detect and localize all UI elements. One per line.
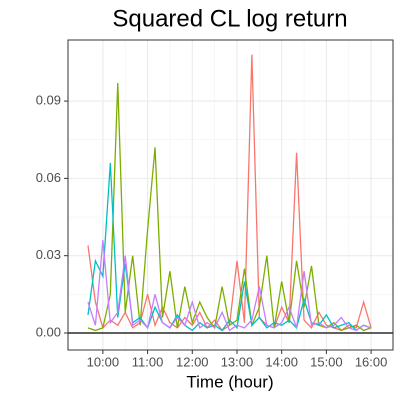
y-tick-label: 0.03: [36, 247, 61, 262]
series-line: [87, 162, 372, 332]
series-line: [87, 240, 372, 332]
panel-border: [67, 39, 394, 351]
x-tick-label: 16:00: [355, 354, 388, 369]
x-axis-label: Time (hour): [186, 372, 273, 391]
y-tick-label: 0.09: [36, 93, 61, 108]
x-tick-label: 14:00: [265, 354, 298, 369]
y-tick-label: 0.00: [36, 324, 61, 339]
series-line: [87, 83, 372, 332]
y-tick-label: 0.06: [36, 170, 61, 185]
x-tick-label: 11:00: [132, 354, 164, 369]
x-tick-label: 12:00: [176, 354, 209, 369]
x-tick-label: 15:00: [310, 354, 343, 369]
chart-title: Squared CL log return: [112, 5, 347, 32]
x-tick-label: 13:00: [221, 354, 254, 369]
x-tick-label: 10:00: [87, 354, 120, 369]
